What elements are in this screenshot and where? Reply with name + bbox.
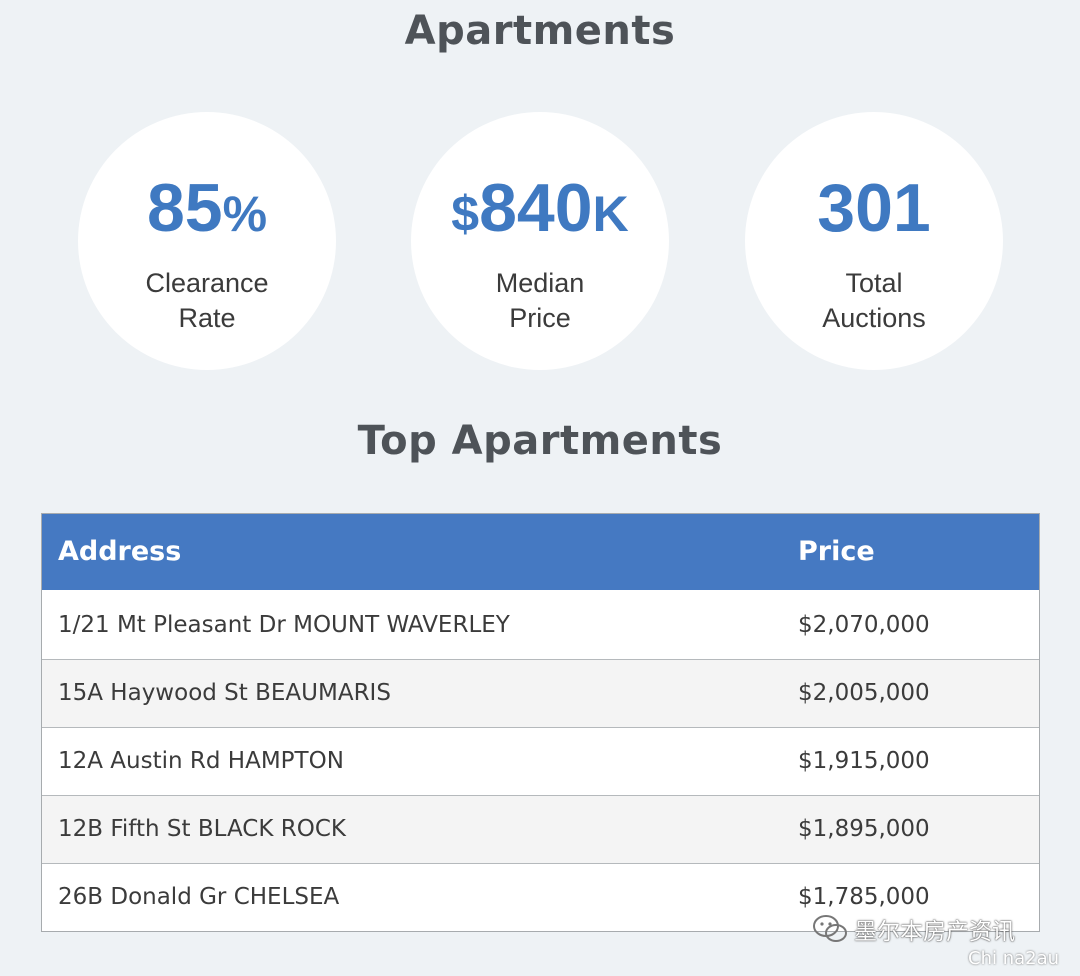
stat-label-line2: Price xyxy=(509,303,571,333)
stat-total-auctions: 301 Total Auctions xyxy=(745,112,1003,370)
stat-median-price: $840K Median Price xyxy=(411,112,669,370)
table-body: 1/21 Mt Pleasant Dr MOUNT WAVERLEY $2,07… xyxy=(42,592,1039,931)
stat-label-line1: Total xyxy=(845,268,903,298)
table-row: 15A Haywood St BEAUMARIS $2,005,000 xyxy=(42,659,1039,727)
column-header-address: Address xyxy=(58,536,182,567)
stat-clearance-rate: 85% Clearance Rate xyxy=(78,112,336,370)
stat-label-line1: Clearance xyxy=(145,268,269,298)
stat-value: 85% xyxy=(78,168,336,254)
top-apartments-table: Address Price 1/21 Mt Pleasant Dr MOUNT … xyxy=(41,513,1040,932)
cell-price: $2,005,000 xyxy=(798,680,930,706)
cell-address: 15A Haywood St BEAUMARIS xyxy=(58,680,391,706)
cell-address: 12A Austin Rd HAMPTON xyxy=(58,748,344,774)
table-row: 12A Austin Rd HAMPTON $1,915,000 xyxy=(42,727,1039,795)
cell-price: $1,785,000 xyxy=(798,884,930,910)
table-row: 12B Fifth St BLACK ROCK $1,895,000 xyxy=(42,795,1039,863)
cell-address: 26B Donald Gr CHELSEA xyxy=(58,884,340,910)
stat-label: Total Auctions xyxy=(745,266,1003,336)
stat-label-line2: Rate xyxy=(178,303,236,333)
wechat-icon xyxy=(813,915,847,942)
cell-price: $1,915,000 xyxy=(798,748,930,774)
stat-label-line2: Auctions xyxy=(822,303,926,333)
cell-address: 1/21 Mt Pleasant Dr MOUNT WAVERLEY xyxy=(58,612,510,638)
cell-price: $1,895,000 xyxy=(798,816,930,842)
page-title: Apartments xyxy=(404,8,676,54)
stat-label: Clearance Rate xyxy=(78,266,336,336)
stat-label: Median Price xyxy=(411,266,669,336)
table-row: 1/21 Mt Pleasant Dr MOUNT WAVERLEY $2,07… xyxy=(42,592,1039,659)
section-title: Top Apartments xyxy=(357,418,723,464)
table-row: 26B Donald Gr CHELSEA $1,785,000 xyxy=(42,863,1039,931)
watermark: 墨尔本房产资讯 xyxy=(812,910,1015,948)
stat-number: 85 xyxy=(146,170,223,246)
stat-label-line1: Median xyxy=(495,268,585,298)
cell-price: $2,070,000 xyxy=(798,612,930,638)
stat-value: $840K xyxy=(411,168,669,254)
stat-unit-suffix: % xyxy=(222,186,268,242)
stat-unit-suffix: K xyxy=(592,186,629,242)
stat-number: 840 xyxy=(479,170,593,246)
column-header-price: Price xyxy=(798,536,875,567)
stat-unit-prefix: $ xyxy=(451,186,480,242)
table-header-row: Address Price xyxy=(42,514,1039,592)
watermark-subtext: Chi na2au xyxy=(968,948,1060,969)
stat-value: 301 xyxy=(745,168,1003,248)
stat-number: 301 xyxy=(817,170,931,246)
cell-address: 12B Fifth St BLACK ROCK xyxy=(58,816,346,842)
watermark-text: 墨尔本房产资讯 xyxy=(854,919,1015,945)
